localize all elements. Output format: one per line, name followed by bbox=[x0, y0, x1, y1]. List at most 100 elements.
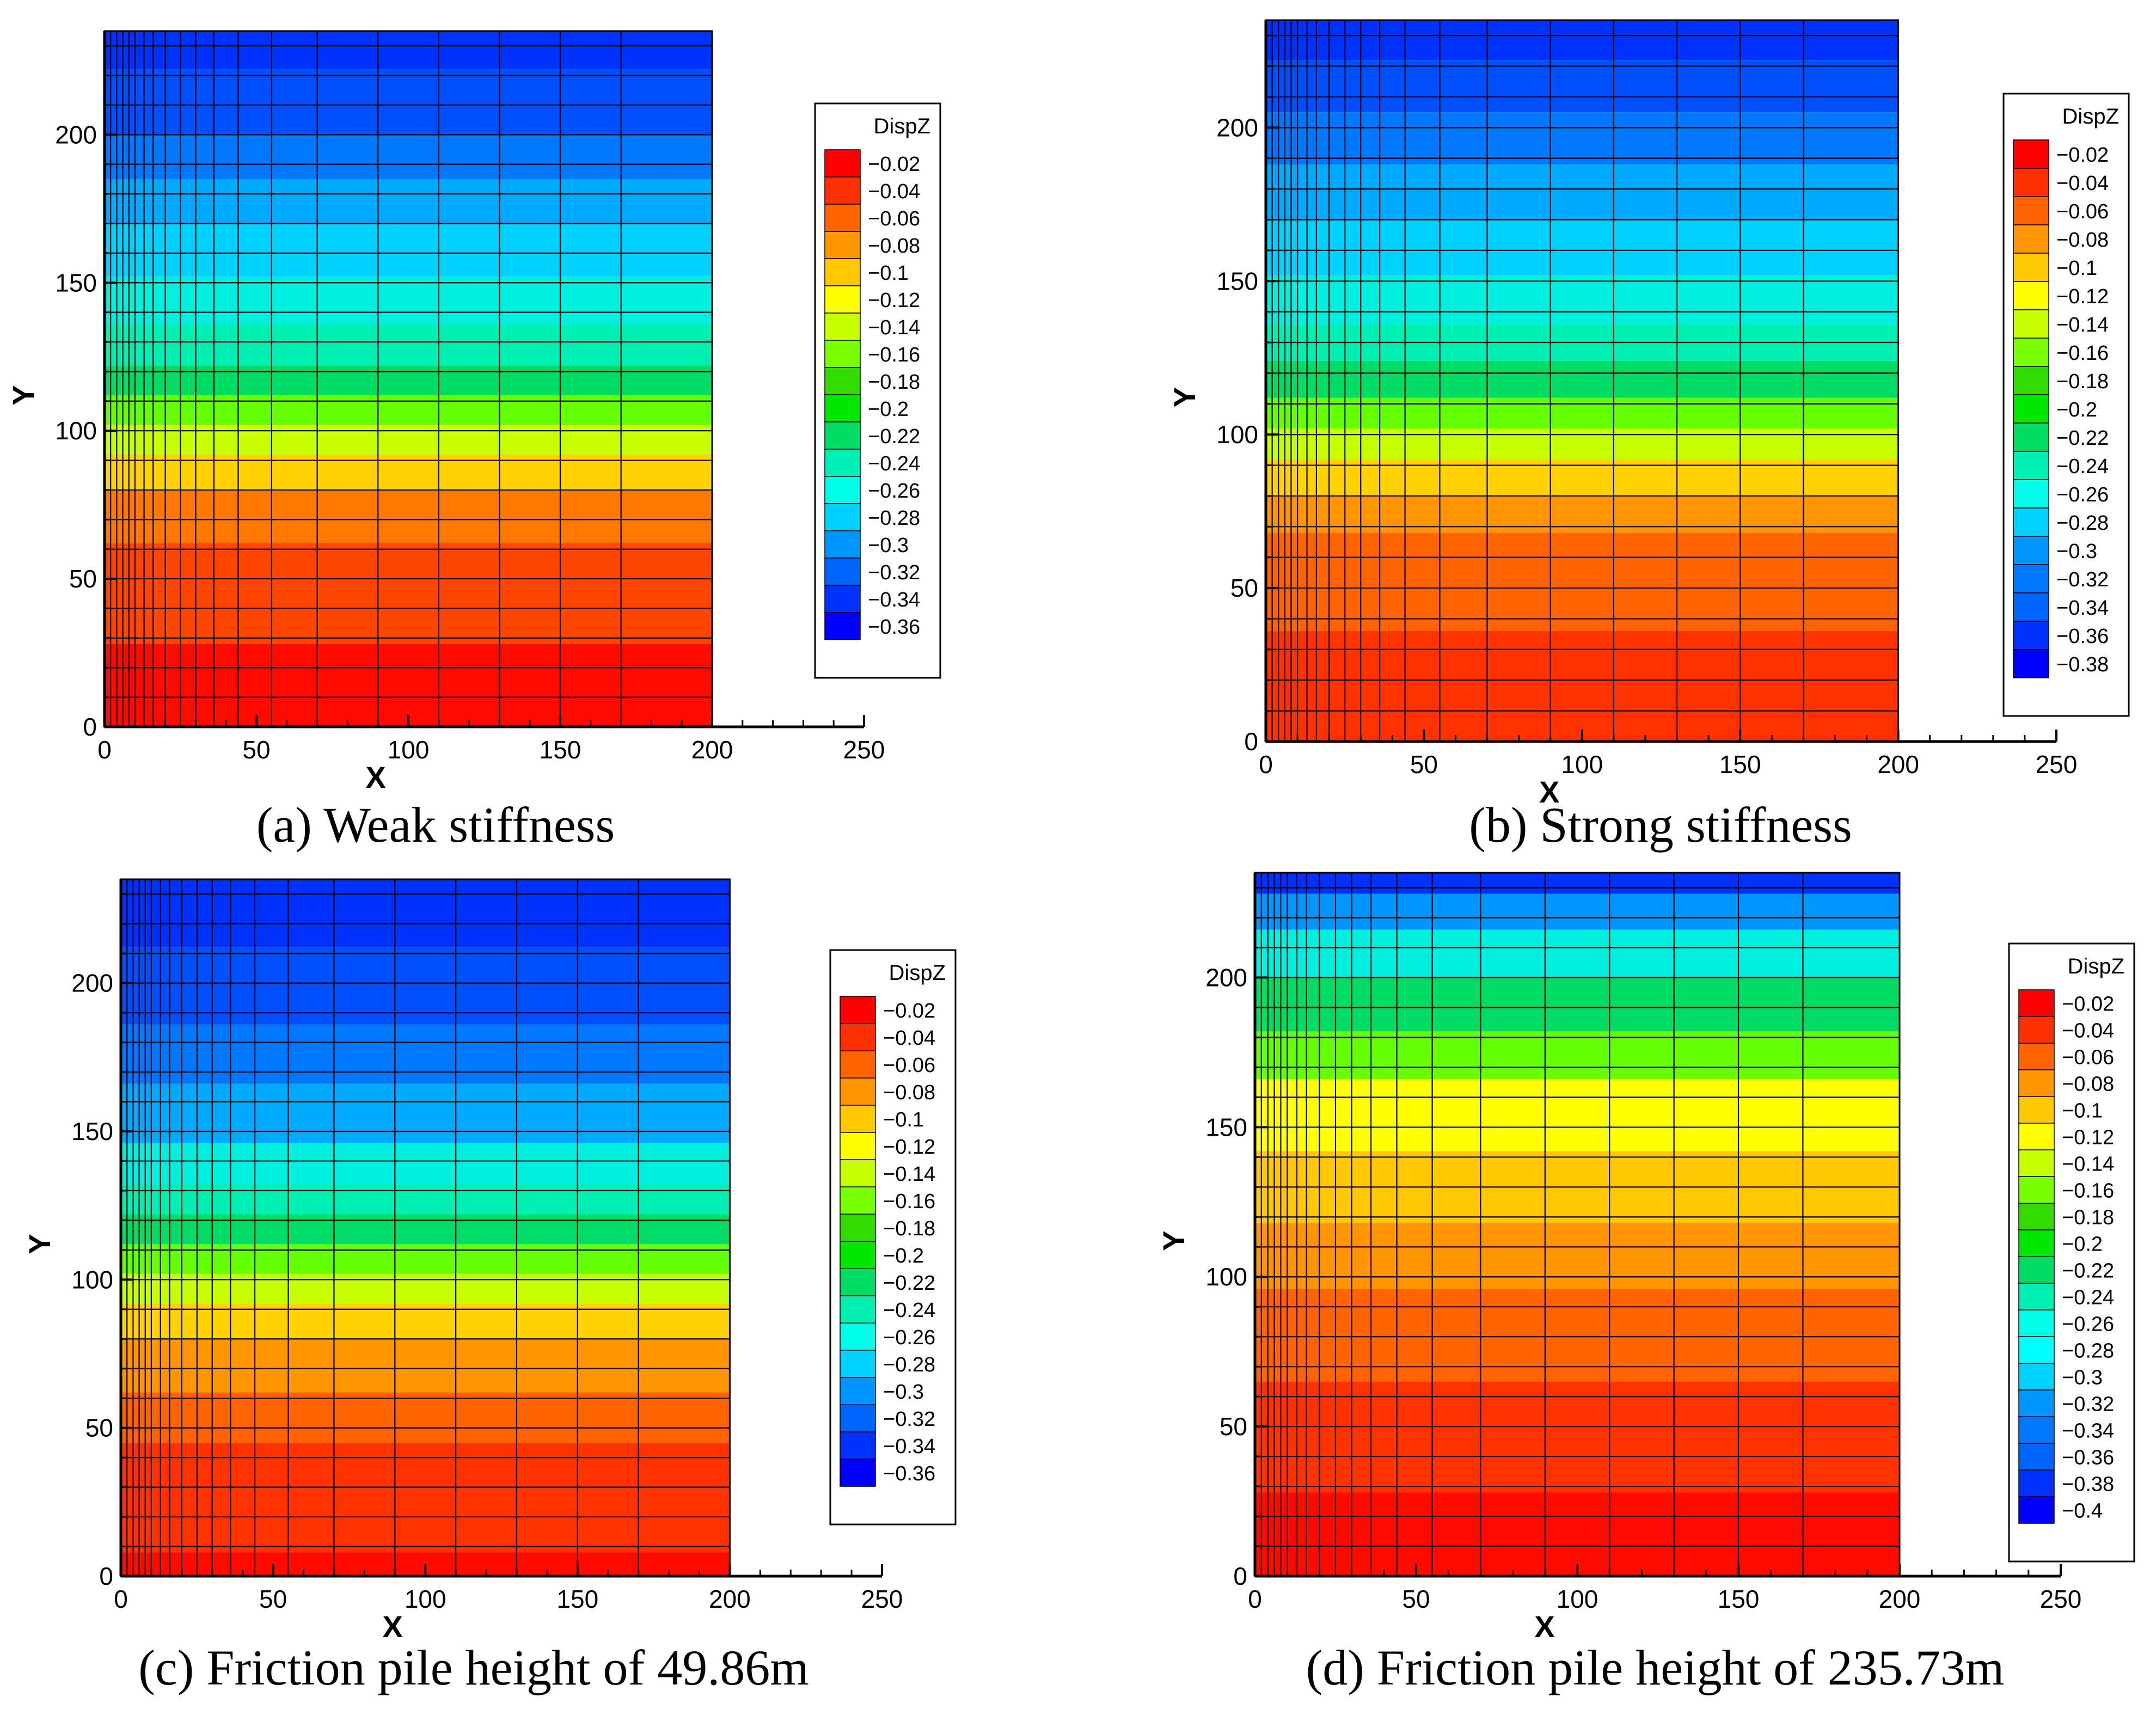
legend-label: −0.02 bbox=[2062, 993, 2114, 1016]
legend-swatch bbox=[2018, 1016, 2055, 1044]
y-tick-label: 100 bbox=[55, 416, 97, 445]
legend-swatch bbox=[2013, 564, 2049, 593]
y-tick-label: 100 bbox=[71, 1265, 113, 1294]
legend-label: −0.12 bbox=[868, 289, 920, 312]
legend-label: −0.28 bbox=[868, 507, 920, 530]
contour-band bbox=[121, 1273, 730, 1303]
x-tick-label: 50 bbox=[259, 1585, 287, 1613]
legend-swatch bbox=[840, 996, 876, 1024]
legend-swatch bbox=[840, 1295, 876, 1324]
legend-label: −0.24 bbox=[2056, 455, 2109, 478]
legend-swatch bbox=[2013, 536, 2049, 565]
y-axis-label: Y bbox=[22, 1234, 57, 1254]
legend-swatch bbox=[840, 1159, 876, 1187]
contour-band bbox=[1255, 1492, 1900, 1576]
x-tick-label: 0 bbox=[114, 1585, 128, 1613]
caption-d: (d) Friction pile height of 235.73m bbox=[1306, 1640, 2005, 1695]
contour-band bbox=[1266, 360, 1898, 398]
x-tick-label: 250 bbox=[843, 736, 885, 764]
legend-label: −0.02 bbox=[868, 153, 920, 176]
legend-label: −0.24 bbox=[2062, 1287, 2114, 1309]
legend-swatch bbox=[2013, 422, 2049, 452]
legend-swatch bbox=[824, 421, 861, 450]
legend-label: −0.2 bbox=[883, 1245, 924, 1267]
contour-band bbox=[1255, 977, 1900, 1032]
legend-swatch bbox=[824, 558, 861, 586]
legend: DispZ −0.02 −0.04 −0.06 −0.08 −0.1 −0.12 −0.14 −… bbox=[814, 102, 941, 679]
legend-swatch bbox=[2013, 592, 2049, 622]
axes: 0 50 100 150 200 250 0 50 100 150 200 X Y bbox=[1167, 20, 2077, 809]
y-axis-label: Y bbox=[6, 385, 40, 405]
x-tick-label: 100 bbox=[388, 736, 430, 764]
x-axis-label: X bbox=[365, 760, 385, 794]
axes: 0 50 100 150 200 250 0 50 100 150 200 X Y bbox=[6, 31, 885, 794]
contour-band bbox=[121, 947, 730, 1025]
x-tick-label: 100 bbox=[1561, 750, 1603, 779]
panel-d: 0 50 100 150 200 250 0 50 100 150 200 X Y DispZ −0.02 −… bbox=[1078, 852, 2156, 1693]
legend-label: −0.1 bbox=[2062, 1100, 2103, 1123]
y-tick-label: 200 bbox=[71, 969, 113, 997]
y-tick-label: 200 bbox=[1216, 113, 1258, 142]
legend-label: −0.2 bbox=[868, 398, 909, 421]
contour-band bbox=[1255, 929, 1900, 978]
legend-label: −0.3 bbox=[883, 1381, 924, 1404]
contour-band bbox=[121, 879, 730, 948]
caption-a: (a) Weak stiffness bbox=[256, 797, 615, 853]
mesh-grid bbox=[120, 878, 731, 1577]
legend-swatch bbox=[840, 1377, 876, 1405]
caption-b: (b) Strong stiffness bbox=[1469, 797, 1852, 853]
legend-swatch bbox=[2013, 649, 2049, 678]
legend-label: −0.2 bbox=[2056, 399, 2097, 421]
legend-label: −0.18 bbox=[883, 1217, 935, 1240]
x-tick-label: 150 bbox=[556, 1585, 598, 1613]
legend-label: −0.18 bbox=[2062, 1206, 2114, 1229]
contour-band bbox=[1266, 219, 1898, 275]
x-axis-label: X bbox=[1534, 1609, 1554, 1644]
legend-swatch bbox=[824, 394, 861, 422]
legend-swatch bbox=[840, 1105, 876, 1133]
legend-swatch bbox=[2018, 1469, 2055, 1497]
legend-title: DispZ bbox=[2068, 954, 2124, 978]
x-tick-label: 150 bbox=[540, 736, 581, 764]
legend-swatch bbox=[840, 1404, 876, 1432]
x-tick-label: 200 bbox=[1877, 750, 1919, 779]
legend-label: −0.26 bbox=[2062, 1313, 2114, 1336]
legend-swatch bbox=[840, 1132, 876, 1160]
legend-swatch bbox=[2018, 1096, 2055, 1124]
legend-swatch bbox=[824, 313, 861, 341]
legend-label: −0.12 bbox=[883, 1136, 935, 1159]
panel-c: 0 50 100 150 200 250 0 50 100 150 200 X Y DispZ −0.02 −… bbox=[0, 852, 1078, 1693]
contour-band bbox=[1255, 1381, 1900, 1493]
legend-swatch bbox=[840, 1459, 876, 1487]
legend-label: −0.22 bbox=[868, 425, 920, 448]
legend: DispZ −0.02 −0.04 −0.06 −0.08 −0.1 −0.12 −0.14 −… bbox=[2008, 942, 2135, 1563]
legend-swatch bbox=[2013, 338, 2049, 367]
legend-swatch bbox=[824, 285, 861, 314]
legend-label: −0.14 bbox=[2056, 314, 2109, 336]
legend-label: −0.3 bbox=[868, 534, 909, 557]
legend-swatch bbox=[2013, 479, 2049, 509]
legend-label: −0.26 bbox=[2056, 483, 2109, 506]
x-tick-label: 150 bbox=[1719, 750, 1761, 779]
caption-c: (c) Friction pile height of 49.86m bbox=[138, 1640, 809, 1695]
legend-swatch bbox=[840, 1023, 876, 1051]
legend-swatch bbox=[2018, 1043, 2055, 1070]
legend-label: −0.18 bbox=[868, 371, 920, 394]
legend-swatch bbox=[824, 612, 861, 640]
legend-label: −0.32 bbox=[868, 561, 920, 584]
legend-label: −0.06 bbox=[2062, 1046, 2114, 1069]
x-tick-label: 0 bbox=[1259, 750, 1273, 779]
legend-label: −0.04 bbox=[868, 180, 920, 203]
legend-label: −0.32 bbox=[883, 1408, 935, 1431]
legend-label: −0.08 bbox=[883, 1081, 935, 1104]
mesh-grid bbox=[1265, 19, 1900, 743]
legend-swatch bbox=[2013, 451, 2049, 480]
contour-bands bbox=[1254, 872, 1901, 1577]
legend-label: −0.32 bbox=[2056, 568, 2109, 591]
contour-band bbox=[121, 1185, 730, 1215]
legend-label: −0.34 bbox=[2062, 1420, 2114, 1443]
y-tick-label: 50 bbox=[85, 1414, 113, 1442]
legend-swatch bbox=[2018, 1283, 2055, 1310]
legend-swatch bbox=[2018, 1443, 2055, 1471]
x-tick-label: 100 bbox=[1557, 1585, 1598, 1613]
